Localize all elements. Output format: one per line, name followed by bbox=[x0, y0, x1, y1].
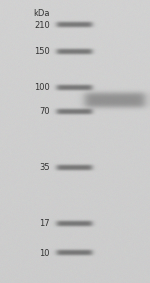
Text: 10: 10 bbox=[39, 248, 50, 258]
Text: 150: 150 bbox=[34, 48, 50, 57]
Text: 35: 35 bbox=[39, 164, 50, 173]
Text: kDa: kDa bbox=[33, 9, 50, 18]
Text: 210: 210 bbox=[34, 20, 50, 29]
Text: 100: 100 bbox=[34, 83, 50, 93]
Text: 70: 70 bbox=[39, 108, 50, 117]
Text: 17: 17 bbox=[39, 220, 50, 228]
